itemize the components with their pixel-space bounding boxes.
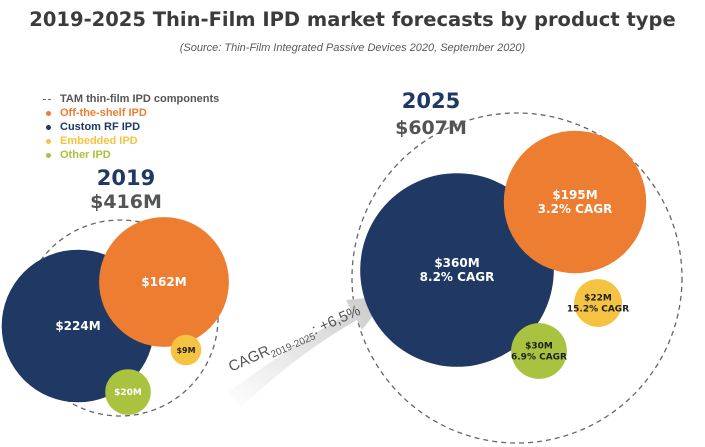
chart-title: 2019-2025 Thin-Film IPD market forecasts…	[29, 8, 676, 31]
bubble-value-label-embedded-ipd-2025: $22M	[584, 294, 612, 304]
bubble-value-label-embedded-ipd-2019: $9M	[176, 346, 195, 355]
bubble-value-label-off-the-shelf-ipd-2025: $195M	[552, 188, 597, 202]
legend-item-custom-rf: Custom RF IPD	[42, 121, 140, 135]
growth-arrow	[228, 296, 388, 408]
legend-dot-marker	[46, 124, 51, 130]
bubble-embedded-ipd-2019	[170, 334, 202, 366]
bubble-embedded-ipd-2025	[574, 279, 622, 327]
bubble-value-label-custom-rf-ipd-2025: $360M	[434, 256, 479, 270]
legend-dashed-marker	[43, 98, 51, 100]
chart-subtitle: (Source: Thin-Film Integrated Passive De…	[179, 42, 526, 54]
legend-item-embedded: Embedded IPD	[42, 135, 138, 149]
legend-item-tam: TAM thin-film IPD components	[42, 93, 219, 107]
bubble-cagr-label-custom-rf-ipd-2025: 8.2% CAGR	[420, 270, 495, 284]
bubble-other-ipd-2025	[511, 323, 567, 379]
legend-dot-marker	[46, 110, 51, 116]
tam-circle-2025	[351, 112, 683, 444]
year-label-2019: 2019	[96, 166, 156, 190]
bubble-value-label-other-ipd-2019: $20M	[114, 388, 142, 398]
bubble-value-label-other-ipd-2025: $30M	[525, 342, 553, 352]
bubble-cagr-label-other-ipd-2025: 6.9% CAGR	[511, 353, 567, 363]
bubble-cagr-label-off-the-shelf-ipd-2025: 3.2% CAGR	[538, 202, 613, 216]
year-label-2025: 2025	[401, 89, 461, 113]
total-label-2019: $416M	[90, 191, 162, 213]
legend-label: Off-the-shelf IPD	[60, 107, 147, 119]
legend-label: TAM thin-film IPD components	[60, 93, 220, 105]
bubble-value-label-off-the-shelf-ipd-2019: $162M	[141, 275, 186, 289]
legend-dot-marker	[46, 152, 51, 158]
bubble-value-label-custom-rf-ipd-2019: $224M	[55, 319, 100, 333]
bubble-custom-rf-ipd-2025	[360, 173, 554, 367]
total-label-2025: $607M	[395, 117, 467, 139]
legend-dot-marker	[46, 138, 51, 144]
legend-item-other: Other IPD	[42, 149, 111, 163]
bubble-cagr-label-embedded-ipd-2025: 15.2% CAGR	[567, 305, 629, 315]
bubble-other-ipd-2019	[105, 369, 151, 415]
legend-item-off-the-shelf: Off-the-shelf IPD	[42, 107, 147, 121]
legend-label: Other IPD	[60, 149, 111, 161]
bubble-off-the-shelf-ipd-2019	[99, 217, 229, 347]
legend-label: Custom RF IPD	[60, 121, 141, 133]
bubble-off-the-shelf-ipd-2025	[503, 130, 647, 274]
legend-label: Embedded IPD	[60, 135, 138, 147]
